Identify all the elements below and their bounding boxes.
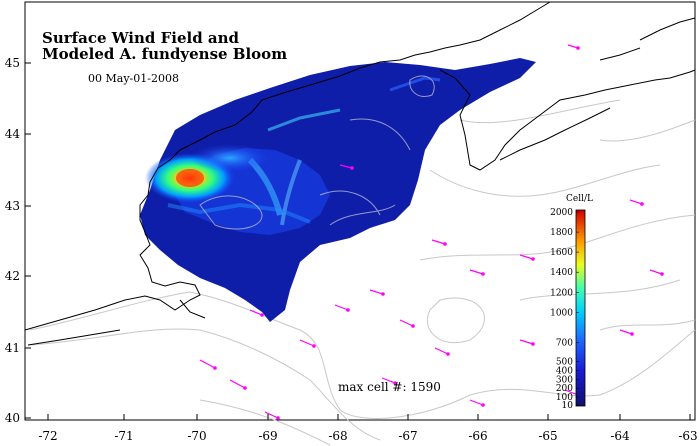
y-tick-label: 41 — [5, 341, 20, 355]
colorbar-tick-label: 1800 — [550, 228, 573, 238]
coastline — [24, 1, 696, 346]
colorbar-tick-label: 500 — [556, 358, 573, 368]
x-tick-label: -69 — [258, 429, 277, 443]
colorbar-tick-label: 1000 — [550, 308, 573, 318]
colorbar: 2000180016001400120010007005004003002001… — [550, 208, 586, 411]
y-tick-label: 45 — [5, 56, 20, 70]
bathymetry-contours — [29, 99, 696, 446]
map-title-line-1: Surface Wind Field and — [42, 29, 240, 47]
max-cell-label: max cell #: 1590 — [338, 380, 441, 394]
y-tick-label: 43 — [5, 199, 20, 213]
y-axis-labels: 45 44 43 42 41 40 — [5, 56, 21, 425]
colorbar-gradient — [575, 209, 586, 407]
x-tick-label: -67 — [398, 429, 417, 443]
x-axis-labels: -72 -71 -70 -69 -68 -67 -66 -65 -64 -63 — [38, 429, 697, 443]
colorbar-tick-label: 1200 — [550, 288, 573, 298]
x-tick-label: -64 — [610, 429, 630, 443]
colorbar-tick-label: 700 — [556, 338, 573, 348]
bloom-field — [140, 58, 536, 322]
x-tick-label: -71 — [114, 429, 133, 443]
timestamp-label: 00 May-01-2008 — [88, 72, 179, 85]
colorbar-ticks: 2000180016001400120010007005004003002001… — [550, 208, 579, 411]
colorbar-tick-label: 10 — [562, 401, 574, 411]
colorbar-tick-label: 1400 — [550, 268, 573, 278]
colorbar-tick-label: 400 — [556, 366, 573, 376]
x-tick-label: -66 — [468, 429, 487, 443]
y-tick-label: 40 — [5, 411, 20, 425]
colorbar-tick-label: 100 — [556, 393, 573, 403]
x-tick-label: -72 — [38, 429, 57, 443]
bloom-contours — [199, 75, 435, 230]
colorbar-tick-label: 1600 — [550, 248, 573, 258]
y-tick-label: 42 — [5, 269, 20, 283]
colorbar-tick-label: 2000 — [550, 208, 573, 218]
x-tick-label: -63 — [678, 429, 697, 443]
colorbar-title: Cell/L — [566, 194, 593, 204]
colorbar-tick-label: 200 — [556, 384, 573, 394]
axis-tick-marks — [25, 62, 691, 420]
map-title-line-2: Modeled A. fundyense Bloom — [42, 45, 288, 63]
y-tick-label: 44 — [5, 127, 21, 141]
colorbar-tick-label: 300 — [556, 375, 573, 385]
x-tick-label: -70 — [187, 429, 206, 443]
x-tick-label: -65 — [538, 429, 557, 443]
x-tick-label: -68 — [328, 429, 347, 443]
